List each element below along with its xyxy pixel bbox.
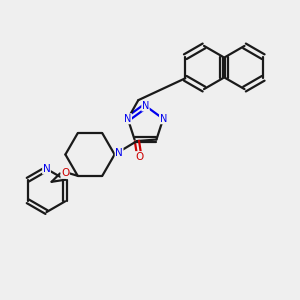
Text: N: N [160, 114, 167, 124]
Text: N: N [43, 164, 50, 174]
Text: N: N [124, 114, 131, 124]
Text: O: O [61, 168, 69, 178]
Text: O: O [135, 152, 143, 162]
Text: N: N [115, 148, 123, 158]
Text: N: N [142, 101, 149, 111]
